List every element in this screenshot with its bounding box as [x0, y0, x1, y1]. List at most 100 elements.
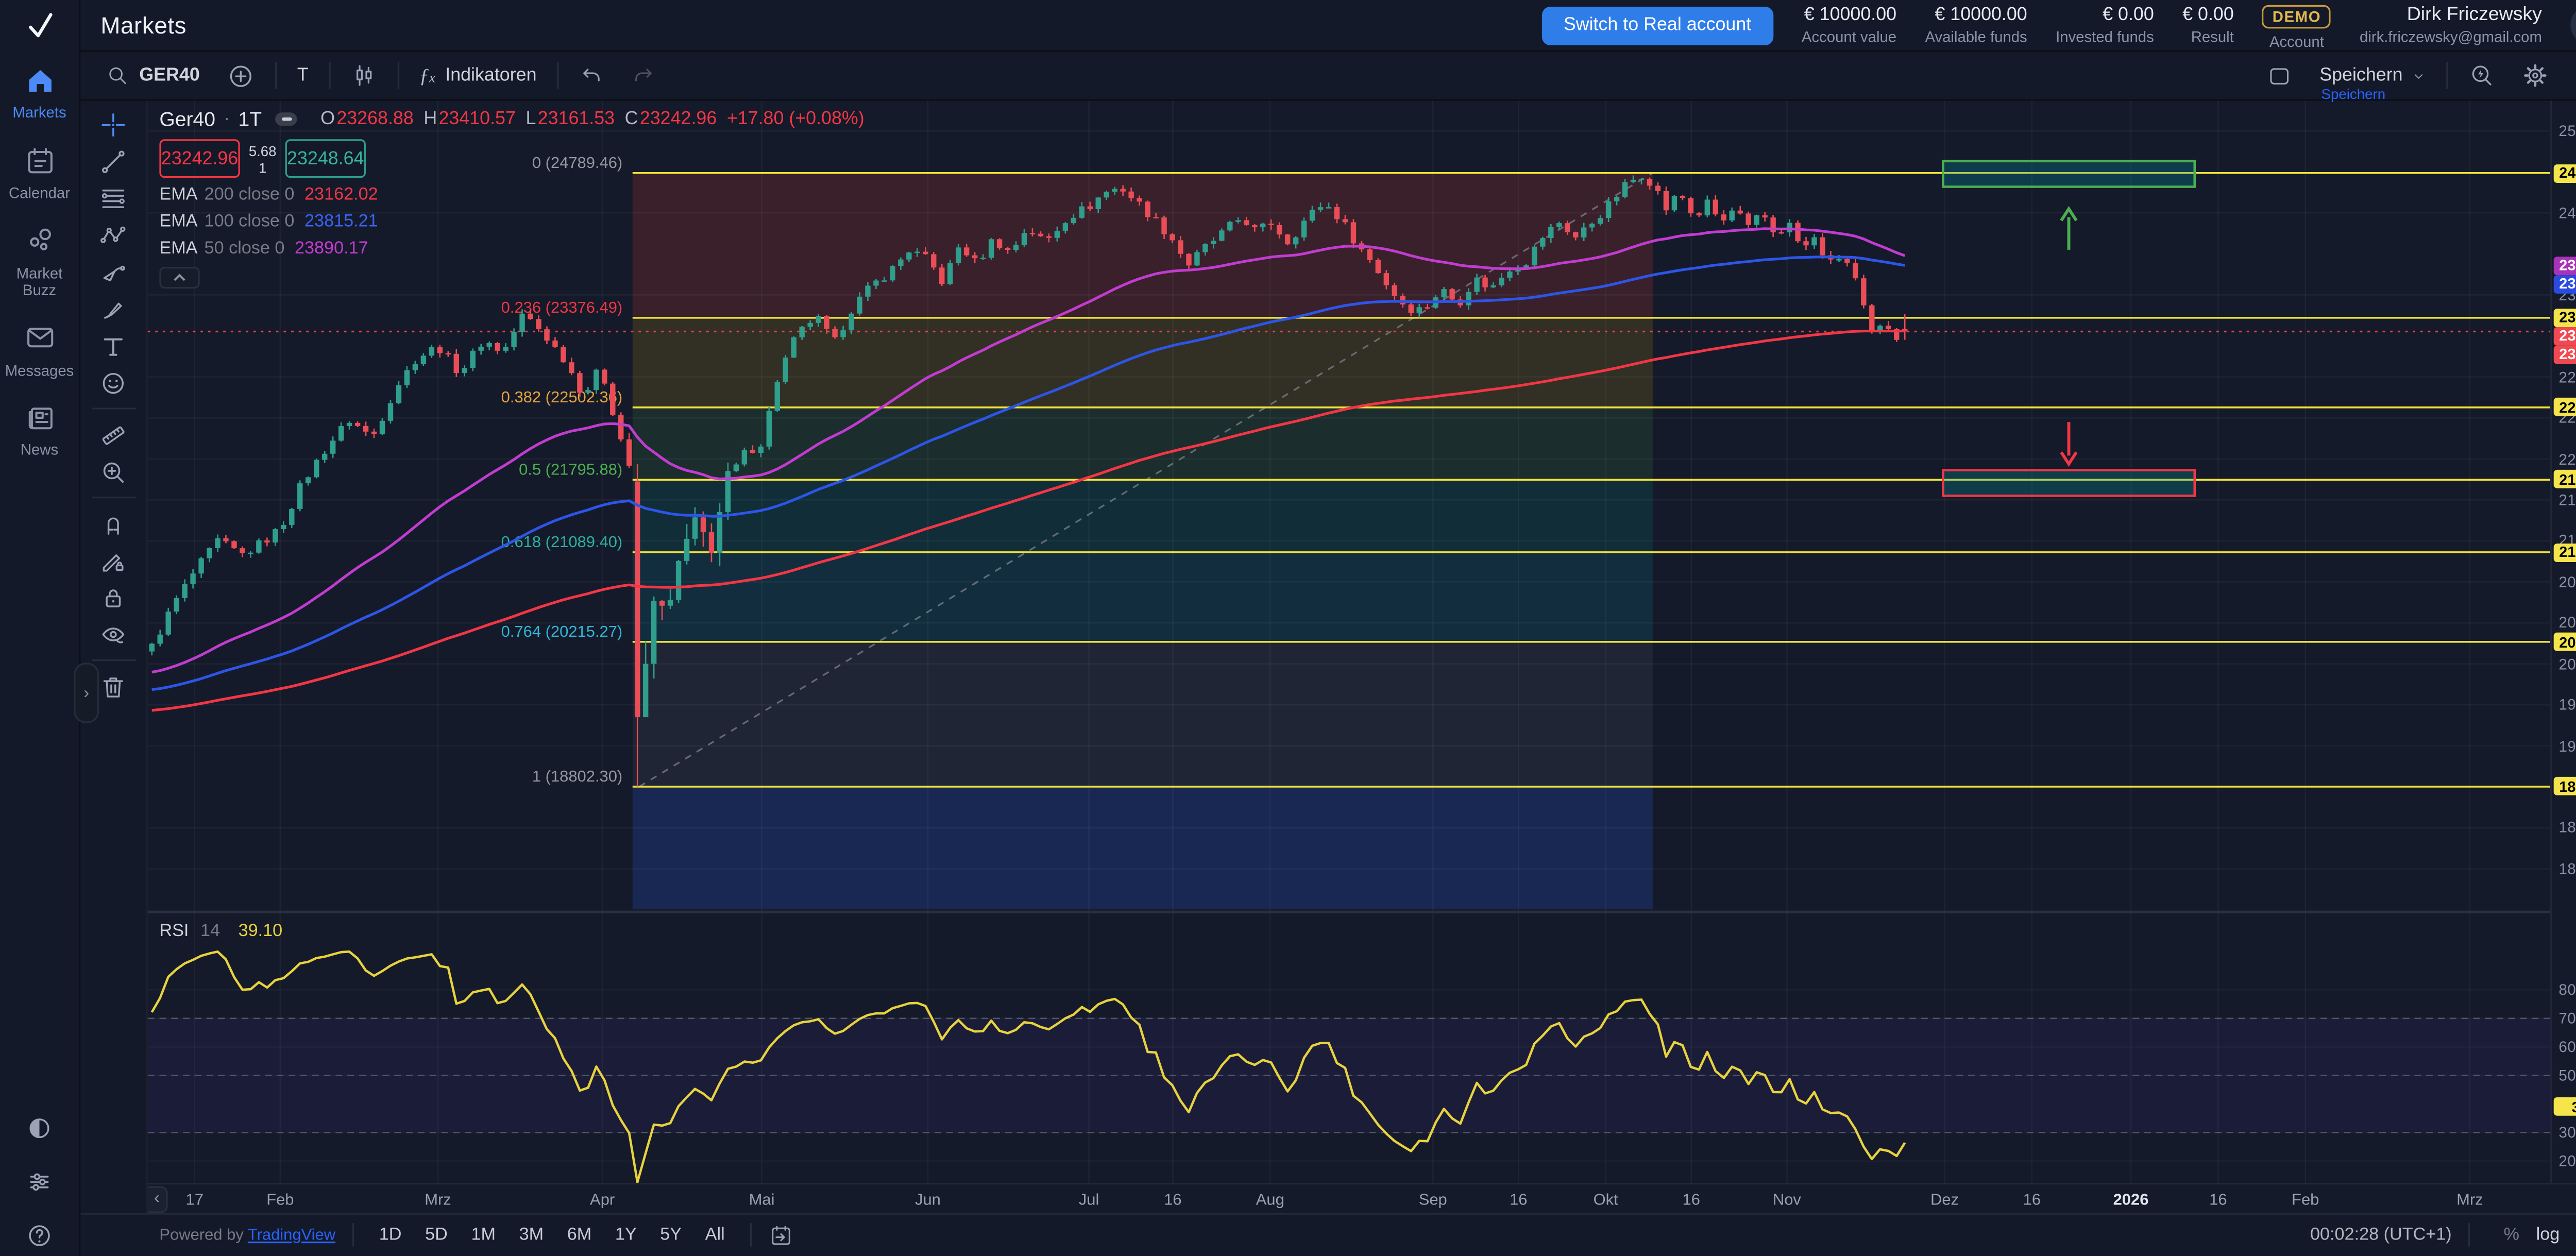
xabcd-pattern-tool-button[interactable] — [88, 216, 139, 253]
sidebar-preferences-button[interactable] — [25, 1167, 54, 1196]
range-button-1M[interactable]: 1M — [471, 1225, 496, 1245]
price-tick: 20800.00 — [2558, 573, 2576, 590]
ruler-icon — [99, 420, 127, 449]
demo-badge: DEMO — [2262, 5, 2331, 29]
user-avatar-icon[interactable] — [2570, 5, 2576, 45]
interval-button[interactable]: T — [285, 55, 320, 95]
stay-in-drawing-mode-tool-button[interactable] — [88, 542, 139, 579]
time-label-Okt: Okt — [1593, 1191, 1618, 1210]
compare-symbol-button[interactable] — [215, 55, 267, 95]
eye-icon — [99, 620, 127, 648]
forecast-icon — [99, 258, 127, 286]
delete-drawings-tool-button[interactable] — [88, 668, 139, 705]
account-bar: Switch to Real account € 10000.00 Account… — [1541, 0, 2576, 50]
text-tool-button[interactable] — [88, 327, 139, 364]
buzz-icon — [23, 224, 56, 257]
price-tick: 25200.00 — [2558, 122, 2576, 140]
change-value: +17.80 (+0.08%) — [726, 109, 865, 129]
ema-100-line — [151, 255, 1905, 691]
trend-line-tool-button[interactable] — [88, 143, 139, 180]
rsi-tick: 50.00 — [2558, 1067, 2576, 1084]
time-label-Sep: Sep — [1418, 1191, 1447, 1210]
lock-drawings-tool-button[interactable] — [88, 579, 139, 616]
redo-button[interactable] — [619, 55, 667, 95]
indicators-label: Indikatoren — [445, 65, 537, 86]
sidebar-theme-toggle-button[interactable] — [25, 1113, 54, 1142]
demand-zone-box — [1941, 469, 2196, 497]
price-label-18802.30: 18802.30 — [2553, 777, 2576, 796]
indicator-legend-rows: EMA 200 close 0 23162.02 EMA 100 close 0 2381… — [159, 184, 864, 258]
hide-drawings-tool-button[interactable] — [88, 616, 139, 653]
legend-symbol: Ger40 — [159, 107, 216, 131]
range-button-5D[interactable]: 5D — [425, 1225, 448, 1245]
magnet-tool-button[interactable] — [88, 505, 139, 542]
range-button-6M[interactable]: 6M — [567, 1225, 592, 1245]
sidebar-item-markets[interactable]: Markets — [0, 64, 80, 122]
symbol-search-label: GER40 — [139, 65, 200, 86]
axis-settings-corner[interactable] — [2550, 1182, 2576, 1213]
clock[interactable]: 00:02:28 (UTC+1) — [2310, 1225, 2452, 1245]
ohlc-C: C 23242.96 — [624, 109, 717, 129]
time-axis[interactable]: 17 Feb Mrz Apr Mai Jun Jul 16 Aug Sep 16 Okt 16 Nov De… — [147, 1182, 2568, 1213]
sidebar-item-calendar[interactable]: Calendar — [0, 144, 80, 202]
svg-text:1 (18802.30): 1 (18802.30) — [532, 767, 622, 785]
range-button-5Y[interactable]: 5Y — [660, 1225, 682, 1245]
go-to-date-icon[interactable] — [768, 1223, 793, 1248]
brush-tool-button[interactable] — [88, 290, 139, 327]
rsi-tick: 30.00 — [2558, 1124, 2576, 1141]
snapshot-button[interactable] — [2564, 55, 2576, 95]
app-logo[interactable] — [0, 0, 80, 50]
legend-visibility-toggle[interactable] — [275, 112, 297, 126]
price-tick: 22800.00 — [2558, 368, 2576, 385]
forecast-tool-button[interactable] — [88, 253, 139, 291]
fib-retracement-tool-button[interactable] — [88, 179, 139, 216]
range-button-3M[interactable]: 3M — [519, 1225, 544, 1245]
tradingview-link[interactable]: TradingView — [247, 1226, 336, 1245]
symbol-search-button[interactable]: GER40 — [94, 55, 211, 95]
scroll-left-button[interactable]: ‹ — [147, 1185, 168, 1212]
rsi-tick: 80.00 — [2558, 981, 2576, 998]
ohlc-H: H 23410.57 — [423, 109, 516, 129]
ema-lines[interactable] — [151, 227, 1906, 712]
measure-tool-button[interactable] — [88, 416, 139, 453]
range-button-1Y[interactable]: 1Y — [615, 1225, 637, 1245]
range-button-All[interactable]: All — [705, 1225, 725, 1245]
legend-collapse-button[interactable] — [159, 266, 200, 289]
layout-select-button[interactable] — [2256, 55, 2304, 95]
sidebar-item-messages[interactable]: Messages — [0, 321, 80, 379]
scale-mode-percent-button[interactable]: % — [2503, 1225, 2520, 1245]
zoom-in-tool-button[interactable] — [88, 453, 139, 490]
emoji-tool-button[interactable] — [88, 364, 139, 401]
zones[interactable] — [1941, 160, 2196, 497]
rsi-pane[interactable] — [147, 950, 2551, 1183]
legend-interval: 1T — [238, 107, 262, 131]
price-tick: 19200.00 — [2558, 737, 2576, 755]
sell-bid-button[interactable]: 23242.96 — [159, 139, 240, 178]
chart-canvas[interactable]: 0 (24789.46) 0.236 (23376.49) 0.382 (22502… — [147, 100, 2551, 1183]
sidebar-help-button[interactable] — [25, 1221, 54, 1249]
price-label-23890.17: 23890.17 — [2553, 256, 2576, 275]
buy-ask-button[interactable]: 23248.64 — [285, 139, 366, 178]
ohlc-O: O 23268.88 — [320, 109, 414, 129]
toolbar-collapse-handle[interactable]: › — [74, 663, 99, 723]
chart-settings-button[interactable] — [2510, 55, 2561, 95]
range-button-1D[interactable]: 1D — [379, 1225, 402, 1245]
save-sub-label: Speichern — [2321, 86, 2386, 103]
ohlc-L: L 23161.53 — [526, 109, 615, 129]
news-icon — [23, 401, 56, 435]
time-label-Jul: Jul — [1078, 1191, 1099, 1210]
price-scale[interactable]: 25200.0024400.0023600.0022800.0022400.00… — [2550, 100, 2576, 1183]
crosshair-tool-button[interactable] — [88, 106, 139, 143]
scale-mode-log-button[interactable]: log — [2536, 1225, 2560, 1245]
chart-style-button[interactable] — [338, 55, 389, 95]
indicator-row-ema100: EMA 100 close 0 23815.21 — [159, 211, 378, 232]
sidebar-item-market-buzz[interactable]: Market Buzz — [0, 224, 80, 299]
quick-search-button[interactable] — [2456, 55, 2507, 95]
undo-button[interactable] — [567, 55, 615, 95]
sidebar-item-news[interactable]: News — [0, 401, 80, 460]
rsi-value: 39.10 — [238, 921, 283, 942]
switch-to-real-account-button[interactable]: Switch to Real account — [1541, 6, 1773, 45]
drawing-toolbar — [80, 100, 148, 1213]
save-layout-button[interactable]: Speichern Speichern — [2308, 55, 2438, 103]
indicators-button[interactable]: ƒx Indikatoren — [408, 55, 549, 95]
